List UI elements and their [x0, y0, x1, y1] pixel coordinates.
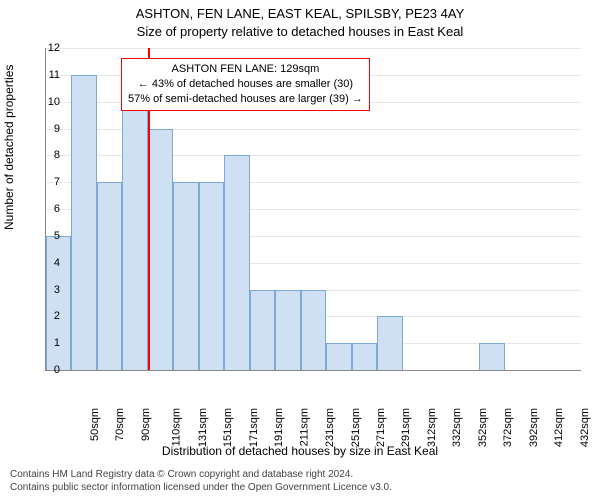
y-tick-label: 4: [40, 257, 60, 269]
y-tick-label: 9: [40, 123, 60, 135]
y-tick-label: 12: [40, 42, 60, 54]
x-tick-label: 432sqm: [579, 408, 591, 447]
x-tick-label: 312sqm: [426, 408, 438, 447]
y-tick-label: 7: [40, 176, 60, 188]
bar: [301, 290, 326, 371]
annotation-line3: 57% of semi-detached houses are larger (…: [128, 92, 363, 107]
x-tick-label: 50sqm: [89, 408, 101, 441]
bar: [122, 102, 147, 370]
annotation-line2: ← 43% of detached houses are smaller (30…: [128, 77, 363, 92]
chart-title-line2: Size of property relative to detached ho…: [0, 24, 600, 39]
x-tick-label: 251sqm: [350, 408, 362, 447]
x-tick-label: 271sqm: [375, 408, 387, 447]
bar: [250, 290, 275, 371]
x-tick-label: 291sqm: [401, 408, 413, 447]
y-tick-label: 1: [40, 337, 60, 349]
bar: [71, 75, 96, 370]
x-tick-label: 412sqm: [553, 408, 565, 447]
bar: [352, 343, 377, 370]
y-tick-label: 3: [40, 284, 60, 296]
footer-attribution: Contains HM Land Registry data © Crown c…: [10, 468, 392, 494]
footer-line2: Contains public sector information licen…: [10, 481, 392, 494]
y-tick-label: 10: [40, 96, 60, 108]
bar: [148, 129, 173, 371]
x-tick-label: 372sqm: [502, 408, 514, 447]
bar: [326, 343, 351, 370]
y-tick-label: 8: [40, 149, 60, 161]
bar: [275, 290, 300, 371]
chart-title-line1: ASHTON, FEN LANE, EAST KEAL, SPILSBY, PE…: [0, 6, 600, 21]
x-tick-label: 171sqm: [248, 408, 260, 447]
bar: [479, 343, 504, 370]
y-tick-label: 2: [40, 310, 60, 322]
x-tick-label: 110sqm: [170, 408, 182, 446]
bar: [377, 316, 402, 370]
y-axis-label: Number of detached properties: [2, 65, 16, 230]
bar: [97, 182, 122, 370]
chart-container: ASHTON, FEN LANE, EAST KEAL, SPILSBY, PE…: [0, 0, 600, 500]
annotation-box: ASHTON FEN LANE: 129sqm← 43% of detached…: [121, 58, 370, 111]
x-tick-label: 211sqm: [298, 408, 310, 446]
x-tick-label: 392sqm: [528, 408, 540, 447]
x-tick-label: 131sqm: [197, 408, 209, 447]
gridline: [46, 48, 581, 49]
x-tick-label: 151sqm: [222, 408, 234, 447]
bar: [199, 182, 224, 370]
y-tick-label: 5: [40, 230, 60, 242]
plot-area: ASHTON FEN LANE: 129sqm← 43% of detached…: [45, 48, 581, 371]
x-tick-label: 90sqm: [140, 408, 152, 441]
y-tick-label: 11: [40, 69, 60, 81]
y-tick-label: 0: [40, 364, 60, 376]
x-tick-label: 352sqm: [477, 408, 489, 447]
bar: [173, 182, 198, 370]
footer-line1: Contains HM Land Registry data © Crown c…: [10, 468, 392, 481]
y-tick-label: 6: [40, 203, 60, 215]
x-tick-label: 191sqm: [273, 408, 285, 447]
x-tick-label: 332sqm: [452, 408, 464, 447]
annotation-line1: ASHTON FEN LANE: 129sqm: [128, 62, 363, 77]
x-tick-label: 231sqm: [324, 408, 336, 447]
x-tick-label: 70sqm: [114, 408, 126, 441]
bar: [224, 155, 249, 370]
